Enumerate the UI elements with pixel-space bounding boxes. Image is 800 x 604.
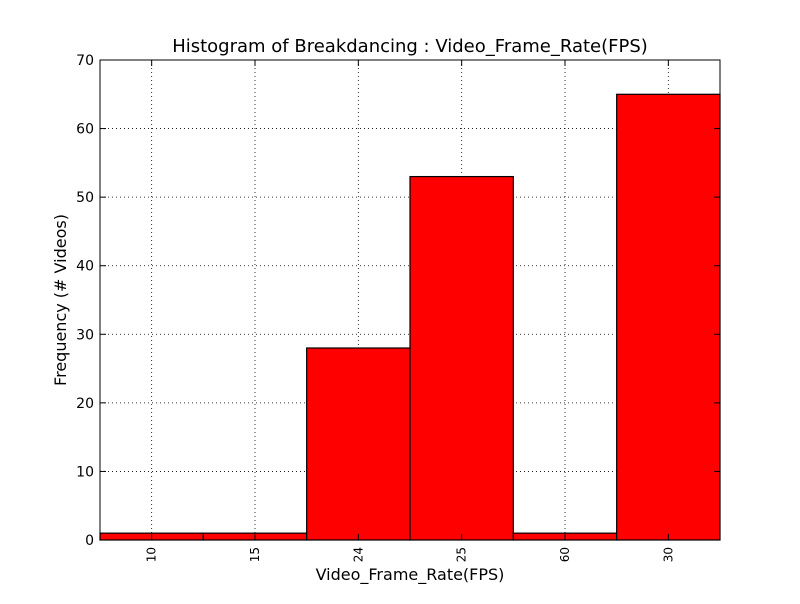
y-tick-label: 0: [85, 533, 94, 549]
x-axis-label: Video_Frame_Rate(FPS): [316, 565, 505, 585]
x-tick-label: 10: [145, 547, 159, 562]
x-tick-label: 60: [558, 547, 572, 562]
ticks-layer: [100, 59, 720, 541]
x-tick-label: 15: [248, 547, 262, 562]
y-axis-label: Frequency (# Videos): [51, 214, 70, 386]
bars-layer: [99, 93, 721, 541]
y-tick-label: 70: [76, 53, 94, 69]
y-tick-label: 20: [76, 396, 94, 412]
y-tick-label: 10: [76, 464, 94, 480]
plot-frame: [99, 59, 721, 541]
histogram-bar: [616, 93, 721, 541]
histogram-bar: [306, 347, 411, 541]
x-tick-label: 24: [351, 547, 365, 562]
chart-title: Histogram of Breakdancing : Video_Frame_…: [172, 36, 648, 57]
labels-layer: 0 10 20 30 40 50 60 70 10 15 24 25 60 30: [76, 53, 675, 562]
y-tick-label: 60: [76, 122, 94, 138]
y-tick-label: 40: [76, 259, 94, 275]
x-tick-label: 30: [661, 547, 675, 562]
x-tick-label: 25: [455, 547, 469, 562]
y-tick-label: 50: [76, 190, 94, 206]
histogram-bar: [409, 175, 514, 541]
y-tick-label: 30: [76, 327, 94, 343]
